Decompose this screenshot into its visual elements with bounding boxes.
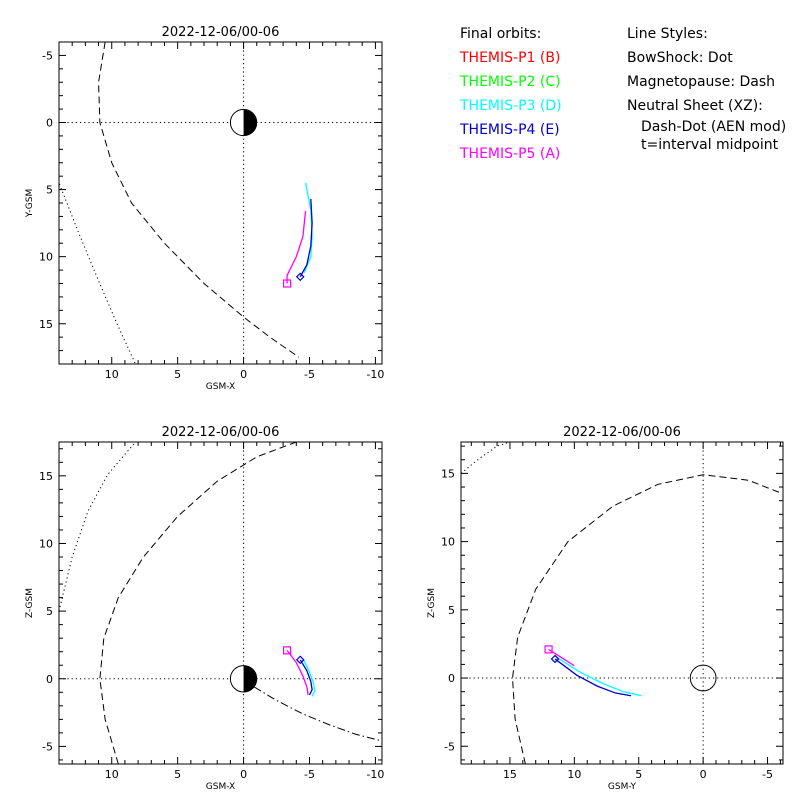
line-style-bowshock: BowShock: Dot <box>627 50 733 66</box>
orbit-end-marker-square <box>282 646 292 655</box>
panel-title: 2022-12-06/00-06 <box>162 425 280 440</box>
line-styles-legend: Line Styles: BowShock: Dot Magnetopause:… <box>627 22 786 154</box>
x-axis-label: GSM-X <box>206 382 235 392</box>
x-tick-label: 0 <box>240 768 247 781</box>
neutral-sheet-curve <box>253 686 382 742</box>
panel-title: 2022-12-06/00-06 <box>162 25 280 40</box>
magnetopause-curve <box>98 42 300 358</box>
bowshock-curve <box>461 442 511 474</box>
orbit-themis-p3 <box>554 655 642 697</box>
y-tick-label: 10 <box>39 251 53 264</box>
line-style-time-note: t=interval midpoint <box>641 137 779 153</box>
orbit-end-marker-diamond <box>295 655 305 665</box>
x-tick-label: -10 <box>366 368 384 381</box>
plot-frame <box>460 441 784 765</box>
x-tick-label: -5 <box>304 368 315 381</box>
y-tick-label: -5 <box>42 740 53 753</box>
orbits-legend-title: Final orbits: <box>460 26 542 42</box>
y-tick-label: 5 <box>46 605 53 618</box>
legend-item-p1: THEMIS-P1 (B) <box>460 50 561 66</box>
x-tick-label: -5 <box>762 768 773 781</box>
legend-item-p2: THEMIS-P2 (C) <box>460 74 561 90</box>
x-tick-label: 5 <box>635 768 642 781</box>
earth-icon <box>689 664 717 692</box>
y-tick-label: 10 <box>39 537 53 550</box>
orbit-themis-p3 <box>302 658 316 697</box>
magnetopause-curve <box>512 474 783 764</box>
x-axis-label: GSM-X <box>206 782 235 792</box>
orbit-themis-p4 <box>299 198 313 278</box>
line-style-neutral-sheet-detail: Dash-Dot (AEN mod) <box>641 119 787 135</box>
y-axis-label: Z-GSM <box>427 588 437 618</box>
orbit-themis-p3 <box>303 182 313 274</box>
y-axis-label: Y-GSM <box>25 189 35 218</box>
y-tick-label: 0 <box>46 117 53 130</box>
orbit-themis-p4 <box>299 659 313 696</box>
orbits-legend: Final orbits: THEMIS-P1 (B) THEMIS-P2 (C… <box>460 22 562 166</box>
x-tick-label: 15 <box>503 768 517 781</box>
orbit-themis-p4 <box>554 658 632 697</box>
y-tick-label: 5 <box>46 184 53 197</box>
x-tick-label: -10 <box>366 768 384 781</box>
y-tick-label: 10 <box>441 536 455 549</box>
plot-area <box>461 442 783 764</box>
orbit-end-marker-diamond <box>550 654 560 664</box>
orbit-end-marker-square <box>544 645 553 654</box>
y-tick-label: 15 <box>39 470 53 483</box>
orbit-themis-p5 <box>286 649 309 696</box>
earth-night-side <box>243 665 257 692</box>
bowshock-curve <box>59 442 136 612</box>
x-tick-label: 10 <box>567 768 581 781</box>
panel-title: 2022-12-06/00-06 <box>563 425 681 440</box>
magnetopause-curve <box>99 442 297 764</box>
panel-3: 15 10 5 0 -5 -5 0 5 10 15 GSM-Y Z-GSM 2022-12-06/00-… <box>427 425 784 792</box>
line-style-magnetopause: Magnetopause: Dash <box>627 74 776 90</box>
x-tick-label: 0 <box>240 368 247 381</box>
x-tick-label: 5 <box>174 368 181 381</box>
y-tick-label: 0 <box>448 672 455 685</box>
legend-item-p5: THEMIS-P5 (A) <box>460 146 561 162</box>
orbit-end-marker-square <box>282 279 292 288</box>
plot-area <box>59 442 382 764</box>
x-tick-label: 10 <box>105 768 119 781</box>
x-tick-label: -5 <box>304 768 315 781</box>
plot-frame <box>58 441 383 765</box>
y-axis-label: Z-GSM <box>25 588 35 618</box>
earth-night-side <box>243 109 257 136</box>
x-tick-label: 5 <box>174 768 181 781</box>
y-tick-label: 0 <box>46 673 53 686</box>
orbit-end-marker-diamond <box>295 272 305 282</box>
line-styles-title: Line Styles: <box>627 26 708 42</box>
panel-2: 10 5 0 -5 -10 -5 0 5 10 15 GSM-X Z-GSM 2022-12-06/00… <box>25 425 384 792</box>
orbit-themis-p5 <box>548 648 575 667</box>
x-tick-label: 10 <box>105 368 119 381</box>
legend-item-p3: THEMIS-P3 (D) <box>460 98 562 114</box>
y-tick-label: 15 <box>39 318 53 331</box>
y-tick-label: -5 <box>444 740 455 753</box>
plot-area <box>59 42 382 364</box>
legend-item-p4: THEMIS-P4 (E) <box>460 122 560 138</box>
panel-1: 10 5 0 -5 -10 -5 0 5 10 15 GSM-X Y-GSM 2022-12-06/00… <box>25 25 384 392</box>
x-tick-label: 0 <box>700 768 707 781</box>
bowshock-curve <box>59 181 136 364</box>
y-tick-label: -5 <box>42 49 53 62</box>
orbit-themis-p5 <box>286 210 307 284</box>
plot-frame <box>58 41 383 365</box>
line-style-neutral-sheet: Neutral Sheet (XZ): <box>627 98 763 114</box>
y-tick-label: 15 <box>441 467 455 480</box>
y-tick-label: 5 <box>448 604 455 617</box>
x-axis-label: GSM-Y <box>608 782 637 792</box>
